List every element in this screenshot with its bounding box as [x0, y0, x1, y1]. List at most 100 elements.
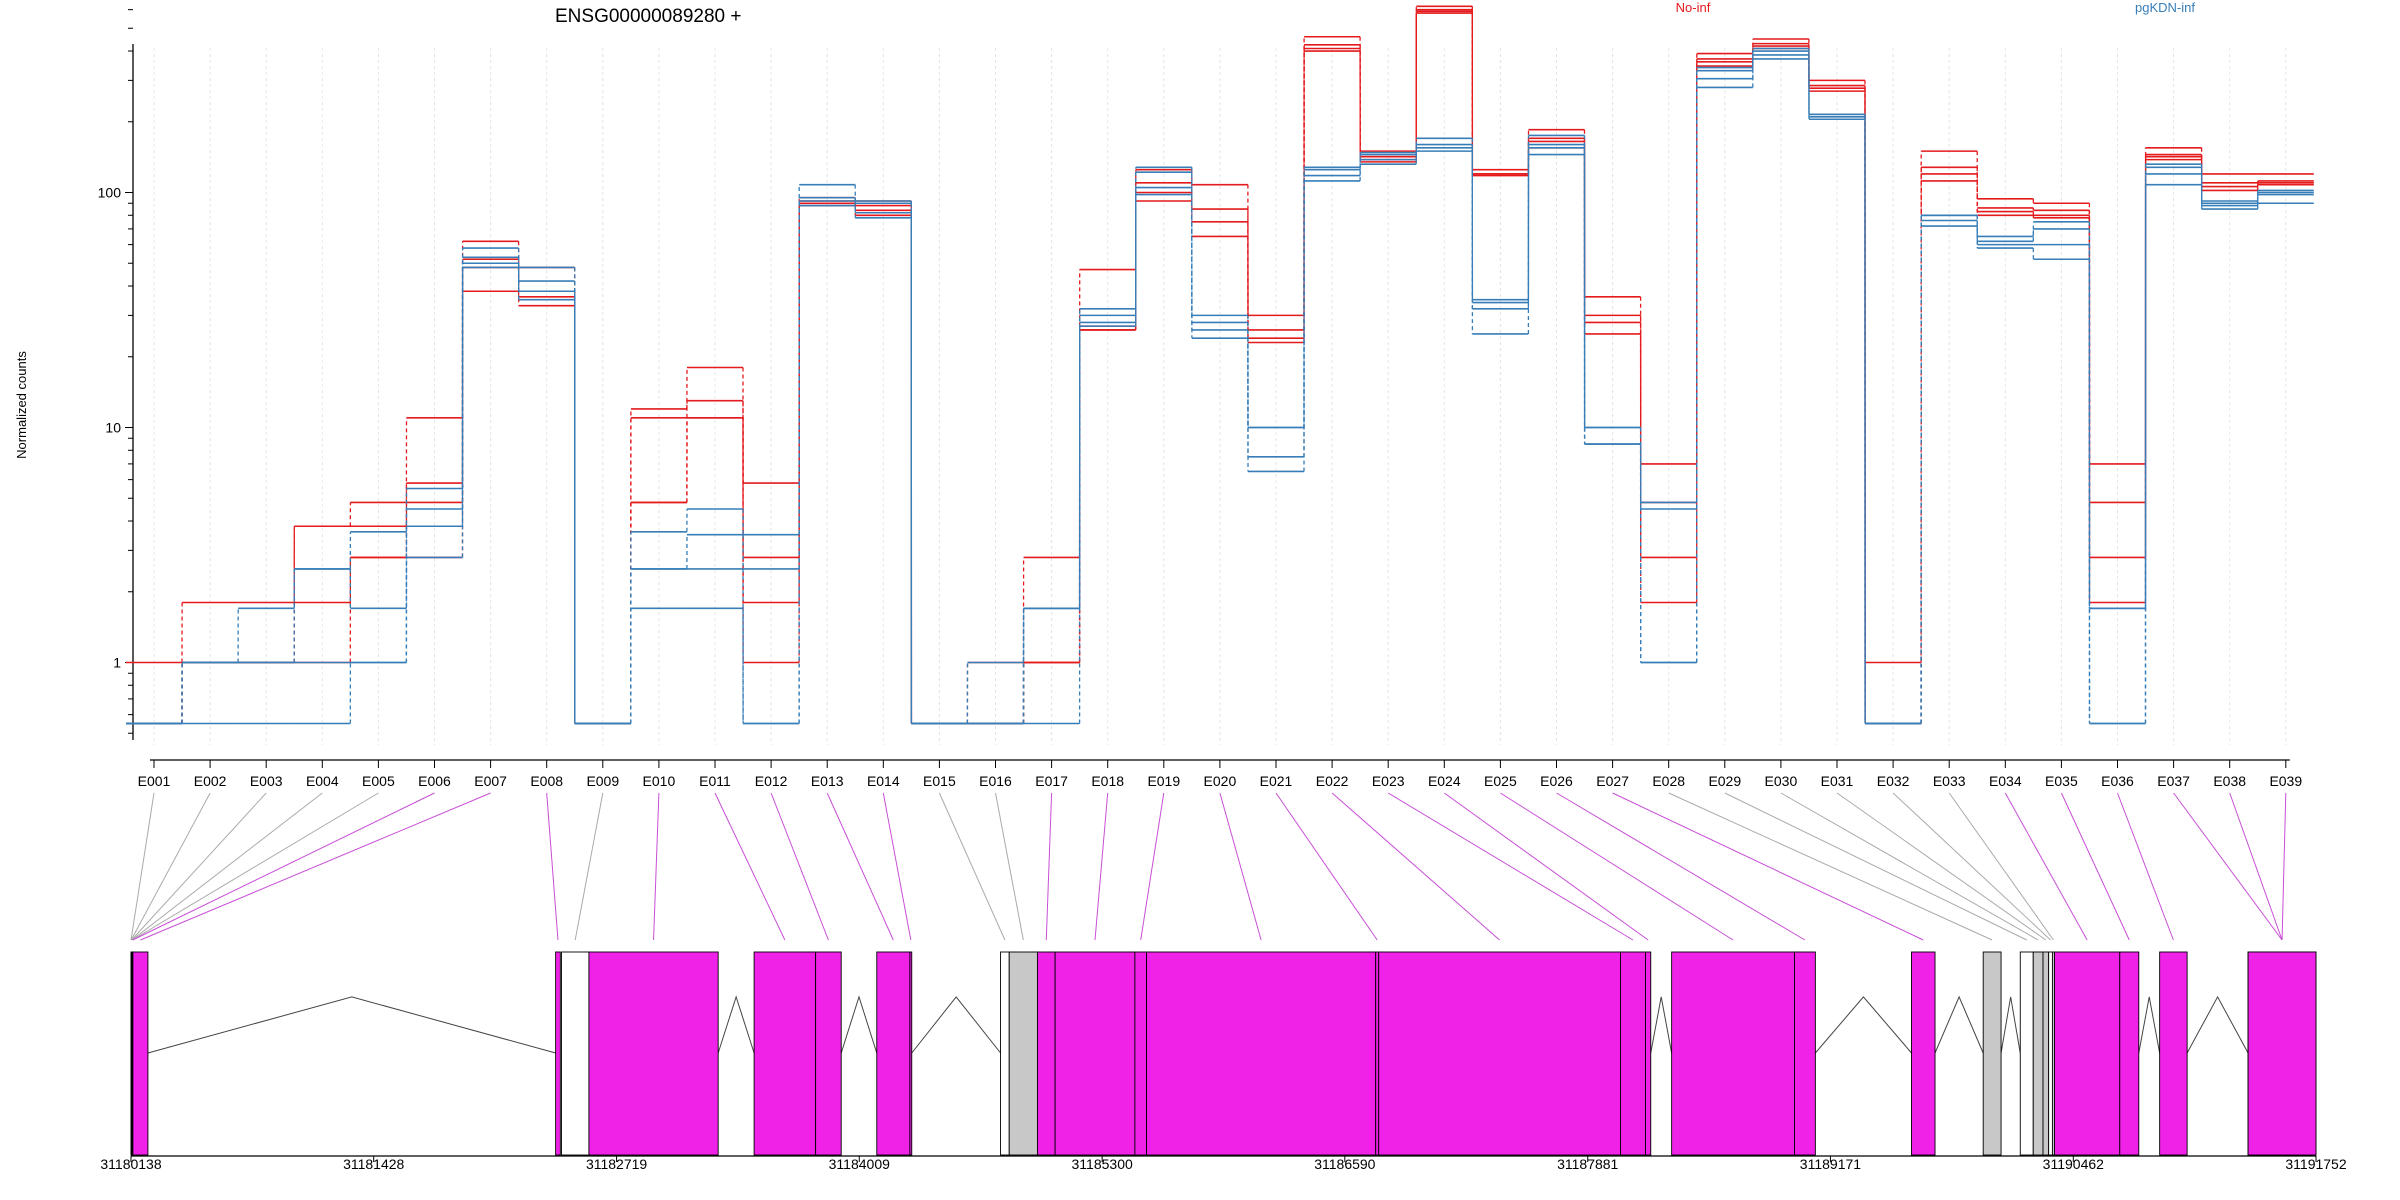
- intron-line: [840, 995, 878, 1054]
- exon-block-e029: [2019, 951, 2034, 1156]
- exon-label-e019: E019: [1147, 773, 1180, 789]
- connector-e005: [132, 792, 379, 941]
- connector-e033: [1948, 792, 2054, 941]
- connector-e018: [1094, 792, 1109, 941]
- connector-e006: [132, 792, 435, 941]
- intron-line: [911, 996, 1001, 1054]
- exon-label-e038: E038: [2213, 773, 2246, 789]
- connector-e007: [140, 792, 491, 941]
- exon-label-e030: E030: [1765, 773, 1798, 789]
- intron-lines: [147, 995, 2249, 1054]
- exon-block-e017: [1036, 951, 1056, 1156]
- exon-label-e022: E022: [1316, 773, 1349, 789]
- exon-block-e022: [1378, 951, 1621, 1156]
- exon-label-e020: E020: [1204, 773, 1237, 789]
- exon-block-e039: [2247, 951, 2317, 1156]
- exon-label-e036: E036: [2101, 773, 2134, 789]
- exon-label-e017: E017: [1035, 773, 1068, 789]
- exon-label-e014: E014: [867, 773, 900, 789]
- connector-e026: [1556, 792, 1806, 941]
- exon-block-e012: [815, 951, 842, 1156]
- intron-line: [2138, 996, 2161, 1054]
- exon-label-e018: E018: [1091, 773, 1124, 789]
- series-connector-8: [181, 48, 2259, 725]
- exon-label-e002: E002: [194, 773, 227, 789]
- connector-e002: [130, 792, 211, 941]
- exon-label-e011: E011: [699, 773, 731, 789]
- exon-blocks: [130, 951, 2317, 1156]
- exon-label-e034: E034: [1989, 773, 2022, 789]
- connector-e027: [1612, 792, 1924, 941]
- connector-e009: [574, 792, 604, 941]
- exon-label-e010: E010: [643, 773, 676, 789]
- legend-label-pgkdn-inf: pgKDN-inf: [2135, 0, 2195, 15]
- exon-block-e013: [876, 951, 911, 1156]
- connector-e014: [882, 792, 912, 941]
- connector-e016: [995, 792, 1024, 941]
- connector-e037: [2173, 792, 2283, 941]
- series-connector-6: [181, 54, 2259, 725]
- connector-e019: [1140, 792, 1165, 941]
- connector-e011: [714, 792, 786, 941]
- intron-line: [1650, 996, 1673, 1054]
- exon-label-e012: E012: [755, 773, 788, 789]
- genomic-tick-label: 31180138: [100, 1156, 161, 1172]
- exon-label-e028: E028: [1652, 773, 1685, 789]
- connector-e020: [1219, 792, 1262, 941]
- connector-e029: [1724, 792, 2027, 941]
- exon-label-e026: E026: [1540, 773, 1573, 789]
- exon-label-e009: E009: [586, 773, 619, 789]
- connector-e012: [770, 792, 829, 941]
- y-tick-label: 10: [105, 420, 121, 436]
- connector-e017: [1045, 792, 1053, 941]
- intron-line: [147, 996, 556, 1054]
- intron-line: [2186, 995, 2249, 1054]
- exon-block-e014: [909, 951, 913, 1156]
- exon-label-e006: E006: [418, 773, 451, 789]
- exon-label-e015: E015: [923, 773, 956, 789]
- exon-label-e037: E037: [2157, 773, 2190, 789]
- exon-label-e021: E021: [1260, 773, 1293, 789]
- genomic-tick-label: 31186590: [1314, 1156, 1375, 1172]
- connector-e031: [1836, 792, 2047, 941]
- exon-block-e034: [2054, 951, 2121, 1156]
- exon-label-e023: E023: [1372, 773, 1405, 789]
- genomic-tick-label: 31187881: [1557, 1156, 1618, 1172]
- exon-block-e018: [1054, 951, 1136, 1156]
- exon-connectors: [130, 792, 2287, 941]
- series-line-6: [126, 54, 2314, 725]
- connector-e039: [2281, 792, 2287, 941]
- exon-block-e032: [2048, 951, 2053, 1156]
- connector-e023: [1387, 792, 1634, 941]
- exon-label-e016: E016: [979, 773, 1012, 789]
- exon-label-e005: E005: [362, 773, 395, 789]
- exon-axis: E001 E002 E003 E004 E005 E006 E007 E008 E009 E010…: [138, 759, 2302, 789]
- legend-label-no-inf: No-inf: [1676, 0, 1711, 15]
- intron-line: [2000, 996, 2021, 1054]
- genomic-tick-label: 31191752: [2285, 1156, 2346, 1172]
- connector-e010: [653, 792, 660, 941]
- connector-e038: [2229, 792, 2283, 941]
- connector-e022: [1331, 792, 1500, 941]
- exon-block-e031: [2042, 951, 2050, 1156]
- exon-block-e025: [1671, 951, 1795, 1156]
- exon-block-e016: [1008, 951, 1038, 1156]
- genomic-tick-label: 31189171: [1800, 1156, 1861, 1172]
- exon-label-e013: E013: [811, 773, 844, 789]
- exon-block-e026: [1794, 951, 1816, 1156]
- series-line-1: [126, 5, 2314, 725]
- intron-line: [1814, 996, 1912, 1054]
- connector-e034: [2004, 792, 2088, 941]
- genomic-tick-label: 31182719: [586, 1156, 647, 1172]
- series-lines: [126, 5, 2314, 725]
- exon-label-e029: E029: [1708, 773, 1741, 789]
- exon-block-e027: [1911, 951, 1936, 1156]
- exon-label-e035: E035: [2045, 773, 2078, 789]
- chart-header: ENSG00000089280 + No-inf pgKDN-inf: [555, 0, 2195, 27]
- exon-block-e009: [561, 951, 590, 1156]
- exon-label-e024: E024: [1428, 773, 1461, 789]
- exon-label-e039: E039: [2269, 773, 2302, 789]
- series-line-8: [126, 47, 2314, 725]
- connector-e008: [546, 792, 559, 941]
